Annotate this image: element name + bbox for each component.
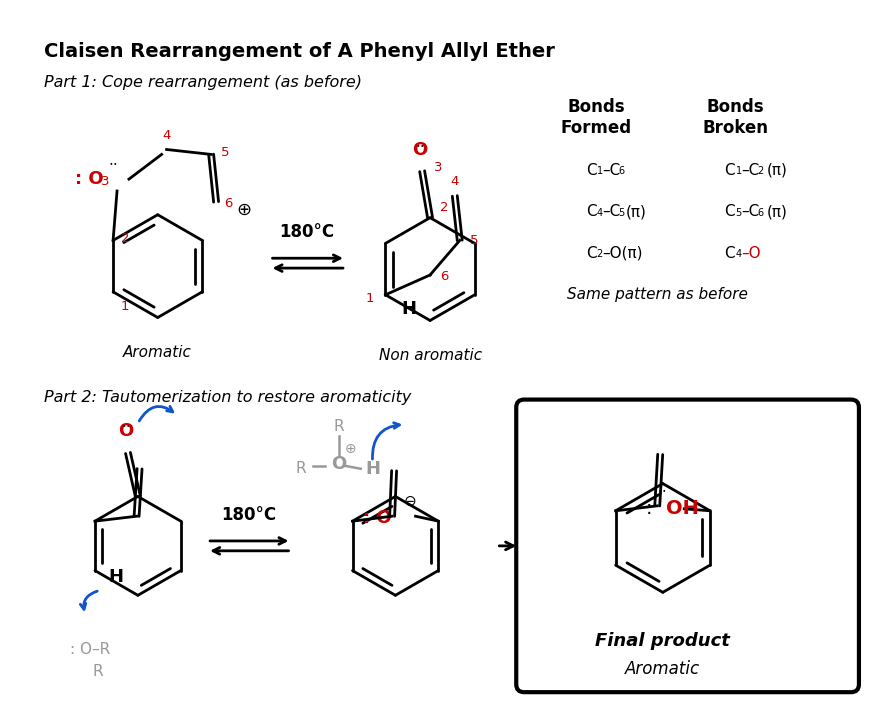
Text: $_1$: $_1$ — [596, 163, 604, 177]
Text: O: O — [331, 454, 347, 473]
Text: :: : — [646, 499, 658, 518]
Text: 3: 3 — [434, 160, 442, 174]
Text: : O–R: : O–R — [70, 642, 110, 657]
Text: C: C — [586, 246, 596, 261]
Text: Aromatic: Aromatic — [123, 345, 192, 360]
Text: Bonds
Broken: Bonds Broken — [702, 98, 768, 137]
Text: Part 2: Tautomerization to restore aromaticity: Part 2: Tautomerization to restore aroma… — [44, 390, 411, 404]
Text: –C: –C — [602, 163, 621, 178]
Text: 5: 5 — [469, 234, 478, 247]
Text: 6: 6 — [224, 197, 232, 211]
Text: 1: 1 — [365, 293, 373, 305]
Text: ⊕: ⊕ — [236, 201, 252, 219]
Text: H: H — [109, 568, 124, 586]
Text: $_4$: $_4$ — [596, 205, 604, 219]
Text: C: C — [725, 246, 735, 261]
Text: Bonds
Formed: Bonds Formed — [561, 98, 632, 137]
Text: H: H — [401, 300, 416, 318]
Text: 180°C: 180°C — [221, 506, 276, 524]
Text: 2: 2 — [121, 232, 129, 245]
Text: R: R — [334, 419, 344, 433]
Text: ⋅⋅: ⋅⋅ — [108, 156, 118, 171]
Text: C: C — [586, 163, 596, 178]
Text: 180°C: 180°C — [280, 224, 335, 242]
FancyBboxPatch shape — [517, 399, 859, 692]
Text: Claisen Rearrangement of A Phenyl Allyl Ether: Claisen Rearrangement of A Phenyl Allyl … — [44, 41, 555, 61]
Text: ⋅⋅: ⋅⋅ — [657, 484, 668, 499]
Text: ⊖: ⊖ — [403, 494, 416, 509]
Text: –C: –C — [741, 163, 760, 178]
Text: 4: 4 — [451, 175, 459, 188]
Text: Non aromatic: Non aromatic — [378, 348, 482, 363]
Text: C: C — [725, 204, 735, 219]
Text: $_2$: $_2$ — [596, 246, 604, 261]
Text: $_5$: $_5$ — [735, 205, 743, 219]
Text: –C: –C — [741, 204, 760, 219]
Text: C: C — [725, 163, 735, 178]
Text: R: R — [296, 461, 307, 476]
Text: R: R — [93, 664, 103, 679]
Text: (π): (π) — [766, 204, 787, 219]
Text: 4: 4 — [163, 129, 170, 142]
Text: –O: –O — [741, 246, 760, 261]
Text: 6: 6 — [440, 271, 448, 283]
Text: Final product: Final product — [595, 632, 731, 650]
Text: $_5$: $_5$ — [618, 205, 626, 219]
Text: O: O — [413, 142, 427, 160]
Text: (π): (π) — [766, 163, 787, 178]
Text: : O: : O — [74, 170, 103, 188]
Text: 3: 3 — [101, 175, 109, 187]
Text: 2: 2 — [440, 201, 448, 214]
Text: ⋅⋅: ⋅⋅ — [121, 417, 131, 433]
Text: O: O — [118, 422, 134, 440]
Text: Part 1: Cope rearrangement (as before): Part 1: Cope rearrangement (as before) — [44, 76, 362, 90]
Text: $_4$: $_4$ — [735, 246, 743, 261]
Text: Same pattern as before: Same pattern as before — [566, 287, 747, 302]
Text: C: C — [586, 204, 596, 219]
Text: $_1$: $_1$ — [735, 163, 743, 177]
Text: –O(π): –O(π) — [602, 246, 643, 261]
Text: $_6$: $_6$ — [618, 163, 626, 177]
Text: –C: –C — [602, 204, 621, 219]
Text: : O: : O — [363, 509, 392, 527]
Text: (π): (π) — [626, 204, 647, 219]
Text: ⋅⋅: ⋅⋅ — [415, 138, 425, 153]
Text: 5: 5 — [221, 146, 230, 159]
Text: Aromatic: Aromatic — [625, 659, 700, 677]
Text: ⊕: ⊕ — [345, 442, 357, 456]
Text: $_2$: $_2$ — [757, 163, 764, 177]
Text: $_6$: $_6$ — [757, 205, 765, 219]
Text: OH: OH — [666, 499, 699, 518]
Text: 1: 1 — [121, 300, 129, 313]
Text: H: H — [365, 460, 380, 478]
